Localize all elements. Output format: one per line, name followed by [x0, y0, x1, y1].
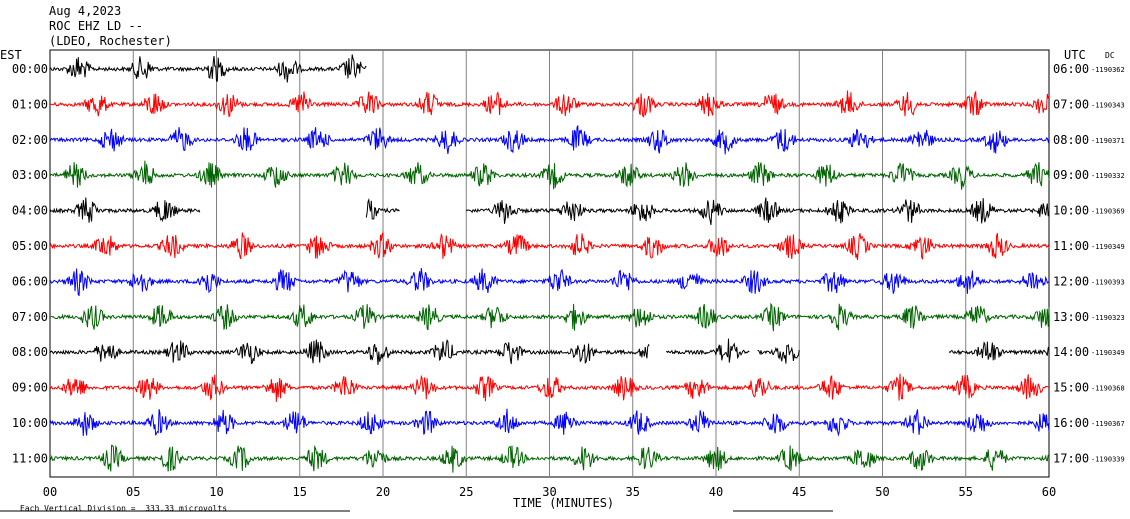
right-time-label: 11:00	[1053, 239, 1089, 253]
trace-line	[465, 197, 1050, 225]
dc-offset-label: -1190339	[1091, 455, 1125, 463]
left-time-label: 06:00	[12, 274, 48, 288]
left-time-label: 10:00	[12, 416, 48, 430]
dc-offset-label: -1190332	[1091, 172, 1125, 180]
dc-offset-label: -1190343	[1091, 101, 1125, 109]
right-time-label: 17:00	[1053, 451, 1089, 465]
dc-offset-label: -1190368	[1091, 385, 1125, 393]
trace-line	[49, 197, 201, 223]
x-tick-label: 55	[959, 485, 973, 499]
trace-line	[49, 90, 1050, 118]
trace-line	[49, 267, 1050, 297]
trace-line	[49, 408, 1050, 437]
station-label: ROC EHZ LD --	[49, 19, 143, 33]
trace-line	[757, 343, 800, 364]
trace-line	[666, 338, 750, 363]
x-tick-label: 05	[126, 485, 140, 499]
dc-offset-label: -1190393	[1091, 278, 1125, 286]
left-time-label: 01:00	[12, 97, 48, 111]
left-time-label: 00:00	[12, 62, 48, 76]
network-label: (LDEO, Rochester)	[49, 34, 172, 48]
x-tick-label: 15	[293, 485, 307, 499]
scale-note: Each Vertical Division = 333.33 microvol…	[20, 504, 228, 513]
dc-label: DC	[1105, 51, 1115, 60]
x-axis-label: TIME (MINUTES)	[513, 496, 615, 510]
left-time-label: 03:00	[12, 168, 48, 182]
left-time-label: 02:00	[12, 133, 48, 147]
right-time-label: 15:00	[1053, 381, 1089, 395]
right-timezone: UTC	[1064, 48, 1086, 62]
date-label: Aug 4,2023	[49, 4, 122, 18]
dc-offset-label: -1190349	[1091, 349, 1125, 357]
x-tick-label: 00	[43, 485, 57, 499]
right-time-label: 12:00	[1053, 274, 1089, 288]
x-tick-label: 35	[626, 485, 640, 499]
x-tick-labels: 00 05 10 15 20 25 30 35 40 45 50 55 60	[43, 485, 1056, 499]
right-time-label: 09:00	[1053, 168, 1089, 182]
trace-line	[49, 338, 650, 365]
x-tick-label: 20	[376, 485, 390, 499]
left-time-label: 07:00	[12, 310, 48, 324]
dc-offset-label: -1190323	[1091, 314, 1125, 322]
right-time-label: 06:00	[1053, 62, 1089, 76]
x-tick-label: 45	[792, 485, 806, 499]
dc-offset-label: -1190349	[1091, 243, 1125, 251]
seismic-traces	[49, 54, 1050, 473]
left-time-label: 11:00	[12, 451, 48, 465]
trace-line	[49, 373, 1049, 402]
x-tick-label: 60	[1042, 485, 1056, 499]
left-timezone: EST	[0, 48, 22, 62]
right-time-label: 16:00	[1053, 416, 1089, 430]
trace-line	[365, 197, 400, 220]
right-time-label: 14:00	[1053, 345, 1089, 359]
trace-line	[50, 54, 367, 83]
right-time-label: 07:00	[1053, 97, 1089, 111]
x-tick-label: 30	[542, 485, 556, 499]
x-tick-label: 50	[875, 485, 889, 499]
trace-line	[49, 125, 1050, 155]
trace-line	[49, 302, 1050, 332]
x-tick-label: 10	[209, 485, 223, 499]
dc-offset-label: -1190367	[1091, 420, 1125, 428]
grid-lines	[0, 49, 1050, 512]
trace-line	[49, 444, 1050, 473]
left-time-label: 08:00	[12, 345, 48, 359]
left-time-label: 09:00	[12, 381, 48, 395]
left-time-label: 04:00	[12, 204, 48, 218]
right-time-label: 08:00	[1053, 133, 1089, 147]
right-time-label: 13:00	[1053, 310, 1089, 324]
trace-line	[49, 230, 1050, 261]
trace-line	[948, 341, 1050, 361]
dc-offset-label: -1190369	[1091, 208, 1125, 216]
dc-offset-label: -1190362	[1091, 66, 1125, 74]
x-tick-label: 40	[709, 485, 723, 499]
dc-offset-label: -1190371	[1091, 137, 1125, 145]
right-time-label: 10:00	[1053, 204, 1089, 218]
trace-line	[49, 160, 1050, 190]
left-time-label: 05:00	[12, 239, 48, 253]
x-tick-label: 25	[459, 485, 473, 499]
